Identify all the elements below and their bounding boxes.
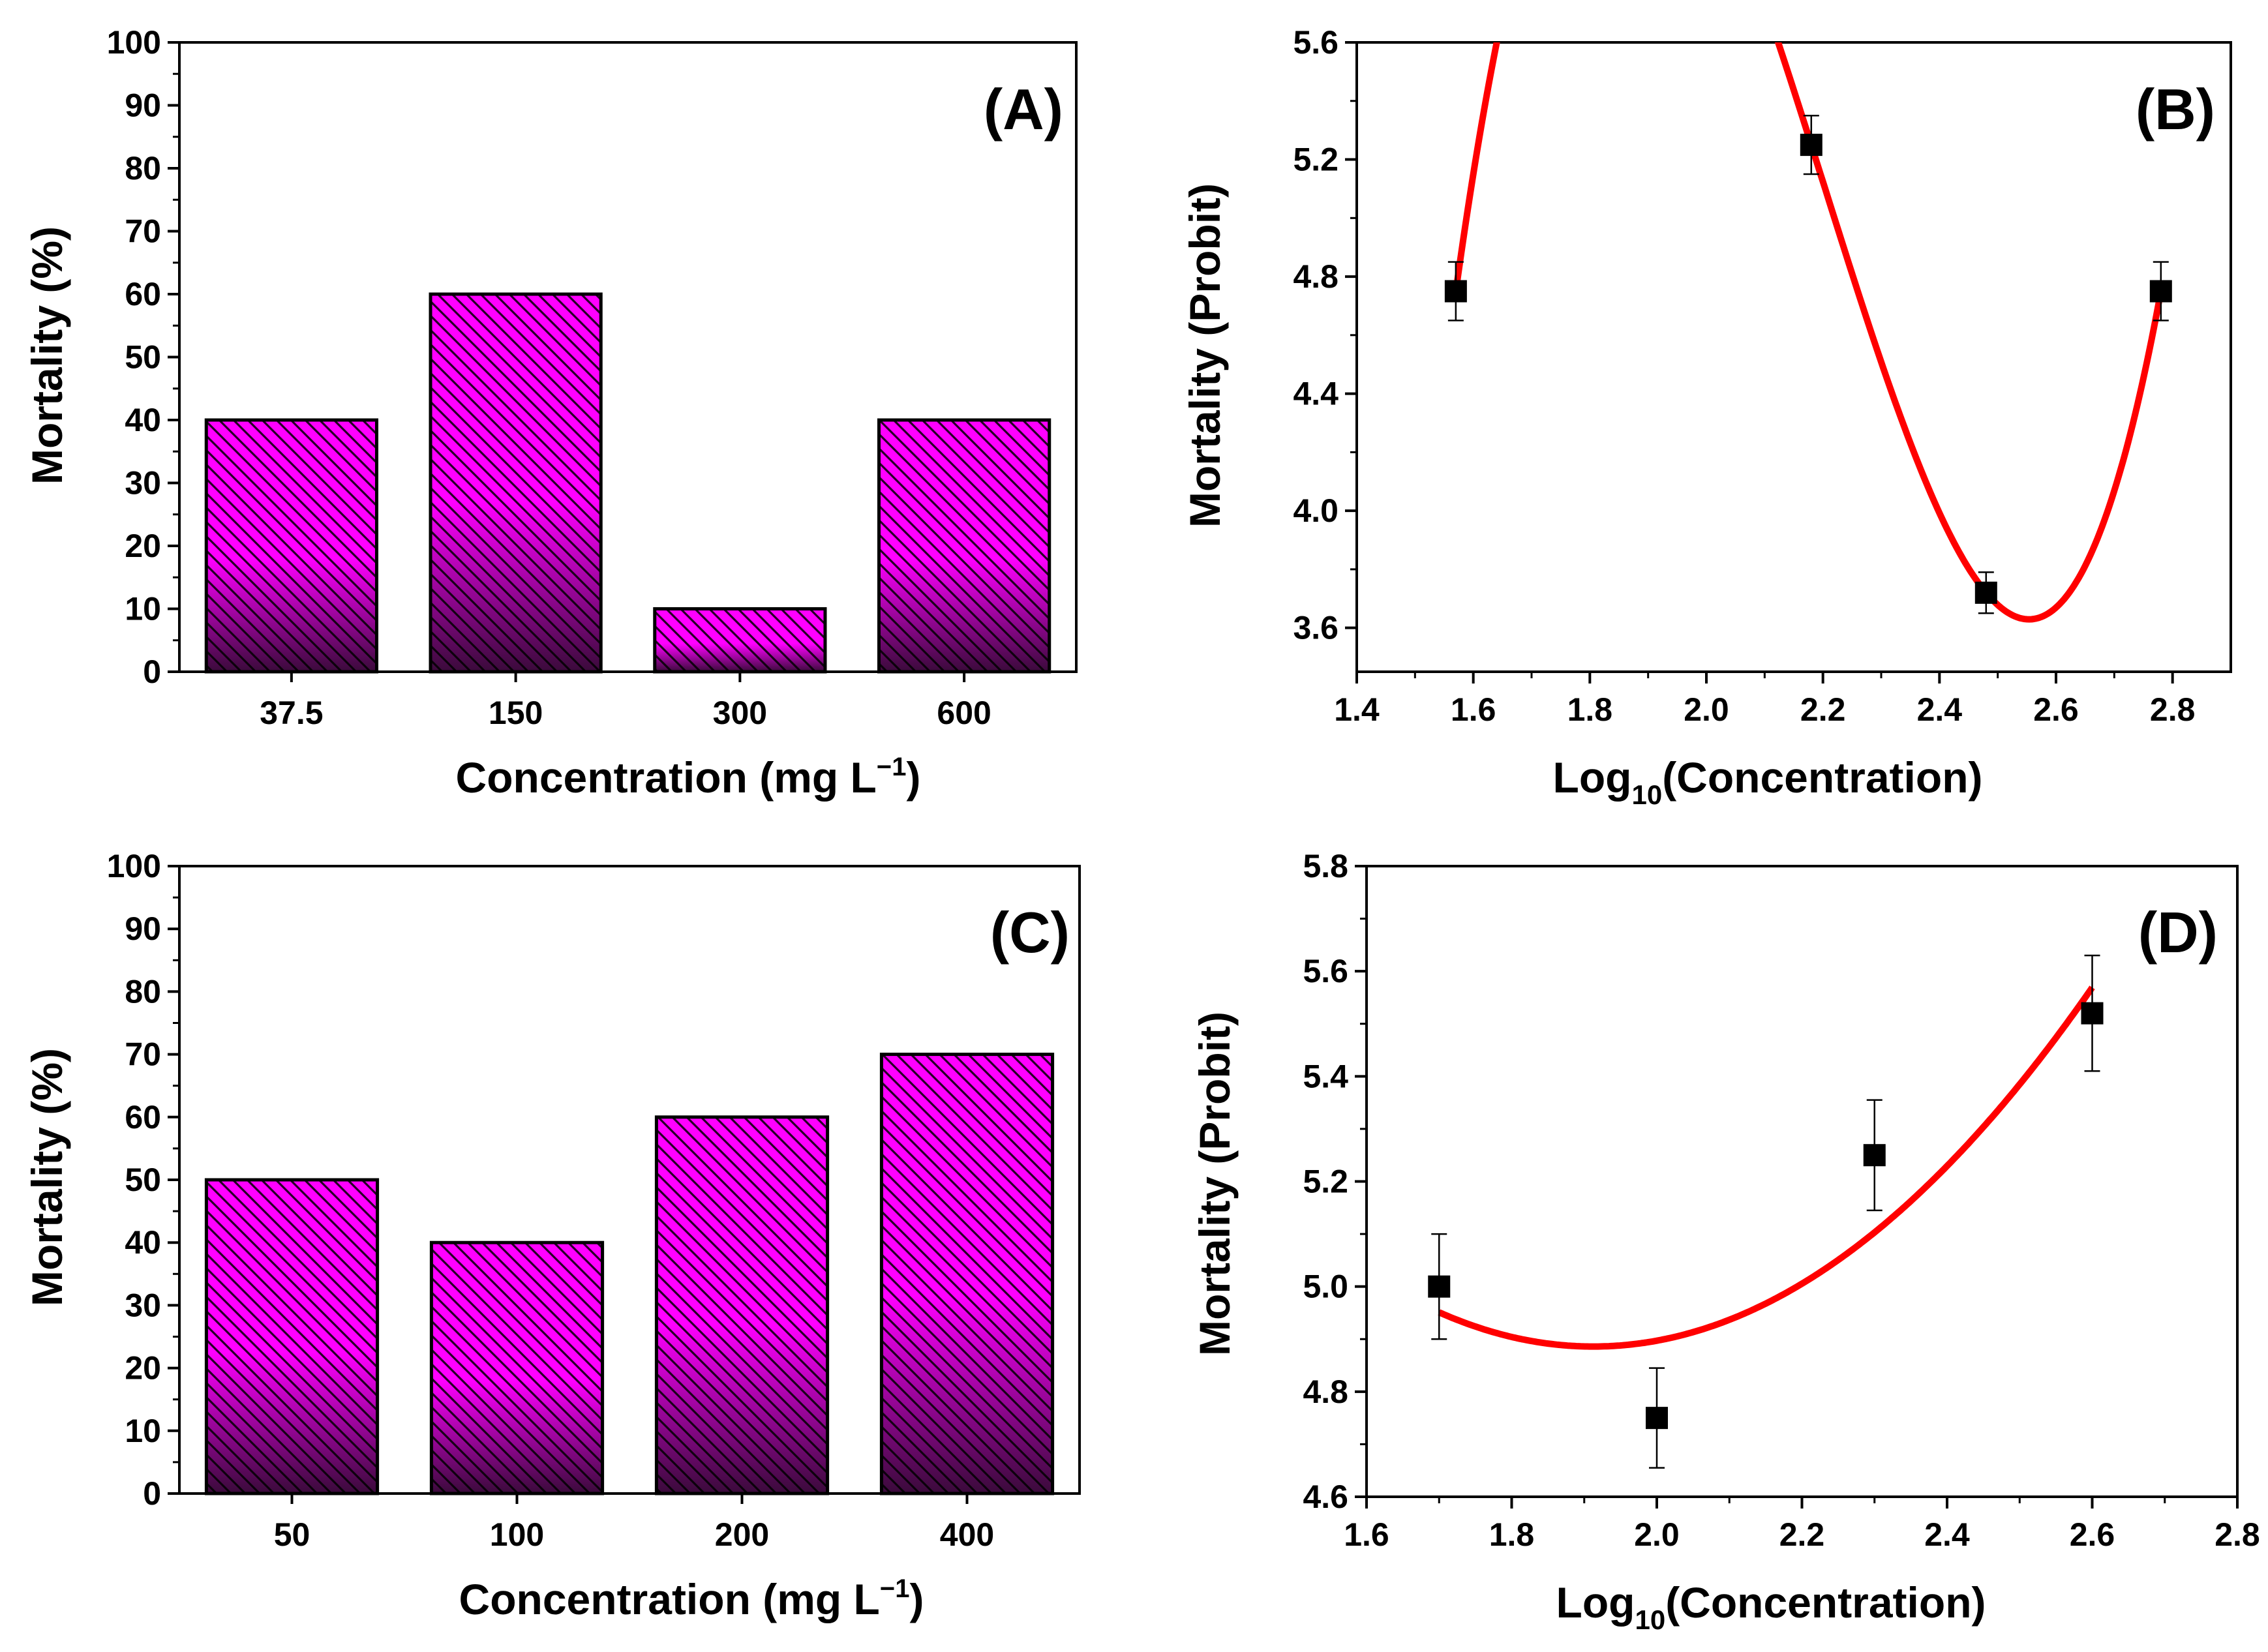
- y-tick-label: 30: [125, 465, 161, 502]
- y-tick-label: 10: [125, 1413, 161, 1449]
- bar-hatch-37.5: [206, 420, 377, 672]
- y-axis-title-d: Mortality (Probit): [1190, 1012, 1239, 1356]
- y-tick-label: 5.6: [1293, 24, 1338, 61]
- plot-frame-b: [1355, 41, 2232, 673]
- y-tick-label: 4.6: [1303, 1479, 1348, 1515]
- x-tick-label: 37.5: [260, 695, 323, 731]
- y-tick-label: 60: [125, 1099, 161, 1135]
- data-point: [1974, 581, 1997, 604]
- y-tick-label: 40: [125, 1224, 161, 1261]
- plot-frame-d: [1365, 865, 2239, 1498]
- bar-hatch-50: [206, 1180, 378, 1494]
- x-tick-label: 2.4: [1924, 1516, 1970, 1553]
- x-tick-label: 1.6: [1451, 691, 1496, 728]
- panel-label-a: (A): [984, 77, 1063, 142]
- y-tick-label: 100: [107, 848, 161, 884]
- y-tick-label: 20: [125, 1350, 161, 1387]
- x-tick-label: 2.8: [2150, 691, 2196, 728]
- x-tick-label: 2.6: [2070, 1516, 2115, 1553]
- y-tick-label: 80: [125, 150, 161, 187]
- x-tick-label: 2.8: [2215, 1516, 2260, 1553]
- panel-b: 1.4 1.6 1.8 2.0 2.2 2.4 2.6 2.8 3.6 4.0 4.4 4.8 5.2 5…: [1181, 24, 2232, 810]
- x-tick-label: 200: [715, 1516, 769, 1553]
- bar-hatch-100: [431, 1242, 603, 1494]
- y-tick-label: 5.6: [1303, 953, 1348, 989]
- x-tick-label: 300: [713, 695, 767, 731]
- bar-hatch-200: [656, 1117, 828, 1494]
- data-point: [1800, 134, 1822, 157]
- x-tick-label: 2.6: [2033, 691, 2079, 728]
- x-tick-label: 1.4: [1334, 691, 1380, 728]
- y-tick-label: 5.8: [1303, 848, 1348, 884]
- panel-c: 0 10 20 30 40 50 60 70 80 90 100 50 100 200 400 (C) Mo…: [23, 848, 1081, 1623]
- y-tick-label: 10: [125, 591, 161, 627]
- y-axis-title-c: Mortality (%): [23, 1048, 71, 1306]
- x-tick-label: 50: [274, 1516, 310, 1553]
- y-axis-title-b: Mortality (Probit): [1181, 183, 1229, 528]
- fit-curve: [1452, 42, 2164, 623]
- x-tick-label: 2.4: [1917, 691, 1963, 728]
- y-tick-label: 4.8: [1293, 258, 1338, 295]
- y-tick-label: 0: [143, 653, 161, 690]
- x-tick-label: 2.0: [1634, 1516, 1680, 1553]
- y-tick-label: 5.2: [1303, 1164, 1348, 1200]
- y-tick-label: 4.4: [1293, 376, 1338, 412]
- x-tick-label: 150: [489, 695, 543, 731]
- panel-label-d: (D): [2138, 900, 2218, 965]
- y-tick-label: 4.0: [1293, 492, 1338, 529]
- y-tick-label: 5.4: [1303, 1058, 1348, 1094]
- y-tick-label: 90: [125, 87, 161, 124]
- y-tick-label: 4.8: [1303, 1374, 1348, 1410]
- y-tick-label: 50: [125, 339, 161, 376]
- y-tick-label: 80: [125, 973, 161, 1010]
- bar-hatch-400: [881, 1054, 1053, 1494]
- data-point: [1428, 1275, 1451, 1298]
- panel-label-b: (B): [2136, 77, 2215, 142]
- y-tick-label: 100: [107, 24, 161, 61]
- y-tick-label: 5.0: [1303, 1269, 1348, 1305]
- data-point: [2081, 1002, 2104, 1025]
- y-tick-label: 50: [125, 1162, 161, 1198]
- y-tick-label: 40: [125, 402, 161, 438]
- data-point: [1646, 1407, 1668, 1430]
- bar-hatch-150: [431, 294, 601, 672]
- y-tick-label: 5.2: [1293, 142, 1338, 178]
- x-tick-label: 2.2: [1779, 1516, 1825, 1553]
- bar-hatch-600: [879, 420, 1050, 672]
- data-point: [1863, 1144, 1886, 1167]
- panel-label-c: (C): [990, 900, 1070, 965]
- x-axis-title-c: Concentration (mg L−1): [459, 1574, 924, 1623]
- y-axis-title-a: Mortality (%): [23, 226, 71, 485]
- x-tick-label: 1.8: [1489, 1516, 1535, 1553]
- y-tick-label: 3.6: [1293, 610, 1338, 646]
- x-tick-label: 1.6: [1344, 1516, 1389, 1553]
- x-axis-title-a: Concentration (mg L−1): [456, 753, 921, 802]
- y-tick-label: 70: [125, 213, 161, 250]
- x-tick-label: 2.0: [1684, 691, 1729, 728]
- y-tick-label: 70: [125, 1036, 161, 1073]
- x-tick-label: 400: [940, 1516, 994, 1553]
- y-tick-label: 90: [125, 910, 161, 947]
- data-point: [2149, 280, 2172, 303]
- y-tick-label: 60: [125, 276, 161, 312]
- fit-curve: [1438, 985, 2095, 1350]
- panel-d: 1.6 1.8 2.0 2.2 2.4 2.6 2.8 4.6 4.8 5.0 5.2 5.4 5.6 5…: [1190, 848, 2260, 1635]
- x-tick-label: 2.2: [1800, 691, 1846, 728]
- x-tick-label: 600: [937, 695, 991, 731]
- x-axis-title-b: Log10(Concentration): [1553, 753, 1983, 810]
- bar-hatch-300: [654, 608, 825, 672]
- x-axis-title-d: Log10(Concentration): [1556, 1578, 1986, 1635]
- y-tick-label: 0: [143, 1475, 161, 1512]
- y-tick-label: 30: [125, 1287, 161, 1323]
- x-tick-label: 1.8: [1567, 691, 1613, 728]
- data-point: [1444, 280, 1467, 303]
- y-tick-label: 20: [125, 528, 161, 564]
- x-tick-label: 100: [490, 1516, 544, 1553]
